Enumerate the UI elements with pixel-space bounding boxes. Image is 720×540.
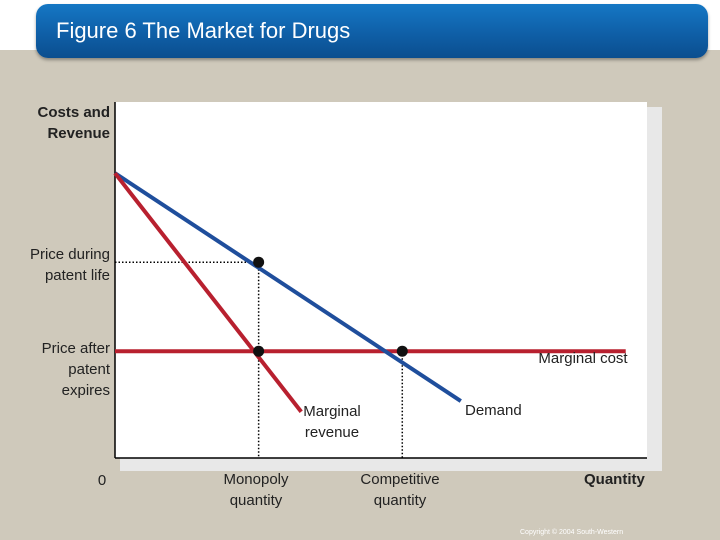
plot-panel — [115, 102, 647, 458]
title-bar: Figure 6 The Market for Drugs — [36, 4, 708, 58]
dot-monopoly-cost — [253, 345, 265, 357]
x-tick-label-competitive: Competitive quantity — [360, 471, 440, 509]
dot-monopoly-price — [253, 256, 265, 268]
demand-line — [113, 171, 462, 403]
x-axis-label: Quantity — [584, 471, 645, 488]
y-axis-label: Costs and Revenue — [37, 104, 110, 142]
y-tick-label-patent-life: Price during patent life — [29, 246, 110, 284]
series-label-marginal-revenue: Marginal revenue — [303, 403, 361, 441]
dot-competitive-equilibrium — [396, 345, 408, 357]
marginal-revenue-line — [113, 171, 303, 413]
series-label-demand: Demand — [465, 402, 522, 419]
series-label-marginal-cost: Marginal cost — [538, 350, 628, 367]
slide-title: Figure 6 The Market for Drugs — [56, 18, 351, 43]
y-tick-label-after-patent: Price after patent expires — [41, 340, 110, 399]
x-tick-label-monopoly: Monopoly quantity — [223, 471, 289, 509]
origin-label: 0 — [97, 472, 107, 489]
copyright-notice: Copyright © 2004 South-Western — [520, 529, 624, 536]
